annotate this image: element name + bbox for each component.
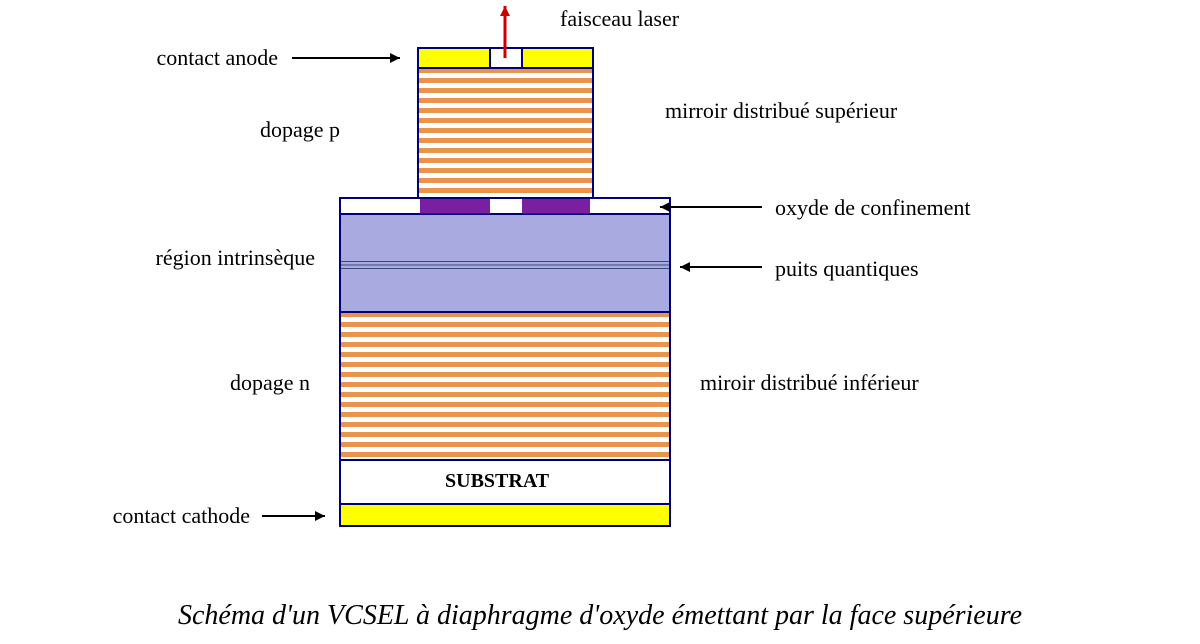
label-lower-mirror: miroir distribué inférieur xyxy=(700,370,919,396)
label-dopage-p: dopage p xyxy=(260,117,340,143)
label-dopage-n: dopage n xyxy=(230,370,310,396)
label-cathode: contact cathode xyxy=(113,503,250,529)
figure-caption: Schéma d'un VCSEL à diaphragme d'oxyde é… xyxy=(0,600,1200,632)
label-substrat: SUBSTRAT xyxy=(445,470,549,493)
label-quantum-wells: puits quantiques xyxy=(775,256,919,282)
vcsel-diagram xyxy=(0,0,1200,644)
label-laser: faisceau laser xyxy=(560,6,679,32)
label-intrinsic: région intrinsèque xyxy=(156,245,315,271)
label-upper-mirror: mirroir distribué supérieur xyxy=(665,98,897,124)
label-anode: contact anode xyxy=(156,45,278,71)
label-oxide: oxyde de confinement xyxy=(775,195,971,221)
